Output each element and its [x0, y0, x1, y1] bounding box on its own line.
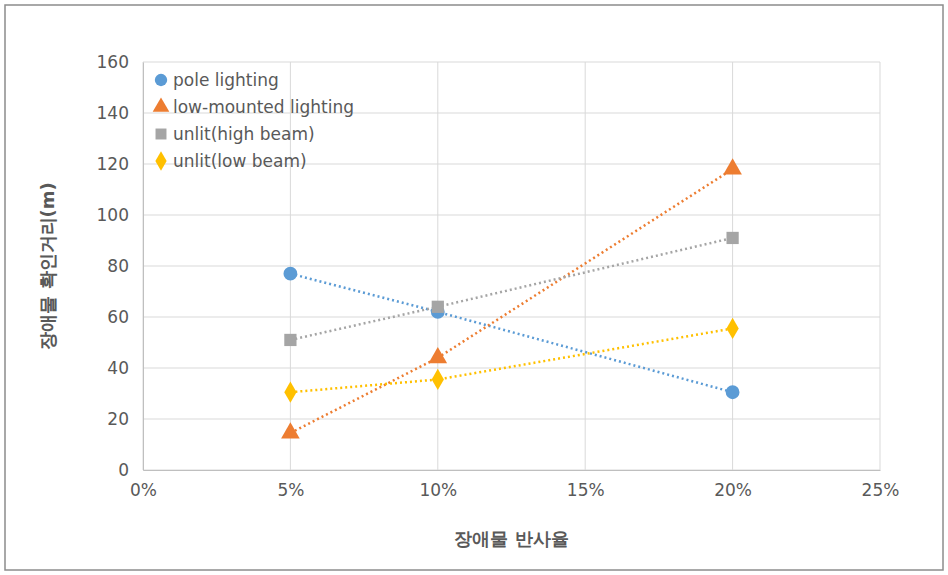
series-marker [723, 158, 742, 174]
grid-line [880, 62, 881, 470]
tick-label: 20 [107, 409, 129, 429]
tick-label: 5% [277, 480, 304, 500]
grid-line [143, 266, 880, 267]
grid-line [585, 62, 586, 470]
legend-label: pole lighting [173, 70, 279, 90]
tick: 120 [97, 154, 143, 174]
legend-label: unlit(low beam) [173, 151, 307, 171]
series-marker [726, 385, 740, 399]
tick-label: 0 [118, 460, 129, 480]
tick: 60 [107, 307, 143, 327]
series-line [290, 328, 732, 392]
grid-line [143, 368, 880, 369]
series-marker [432, 301, 444, 313]
series-line [290, 274, 732, 393]
plot: 0 20 40 60 80 100 120 140 160 0% 5% 10% 15% 20% 25% [97, 52, 900, 500]
tick-label: 60 [107, 307, 129, 327]
tick: 25% [862, 470, 900, 500]
grid [143, 62, 880, 470]
tick: 20% [714, 470, 752, 500]
tick: 5% [277, 470, 304, 500]
chart-frame [5, 5, 943, 570]
tick-label: 20% [714, 480, 752, 500]
legend-label: unlit(high beam) [173, 124, 315, 144]
legend-label: low-mounted lighting [173, 97, 354, 117]
tick: 140 [97, 103, 143, 123]
grid-line [143, 62, 880, 63]
series-marker [283, 267, 297, 281]
series-group [281, 158, 742, 438]
series-line [290, 169, 732, 433]
tick: 100 [97, 205, 143, 225]
tick-label: 80 [107, 256, 129, 276]
grid-line [143, 470, 880, 471]
tick-label: 10% [419, 480, 457, 500]
series-marker [432, 369, 444, 390]
legend-marker [155, 74, 167, 86]
series-marker [726, 318, 738, 339]
tick: 40 [107, 358, 143, 378]
tick-label: 120 [97, 154, 129, 174]
x-axis-title: 장애물 반사율 [454, 528, 568, 549]
series-marker [428, 347, 447, 363]
grid-line [437, 62, 438, 470]
tick: 0% [130, 470, 157, 500]
tick-label: 0% [130, 480, 157, 500]
grid-line [732, 62, 733, 470]
chart: 0 20 40 60 80 100 120 140 160 0% 5% 10% 15% 20% 25% 장애물… [0, 0, 948, 575]
tick: 20 [107, 409, 143, 429]
tick-label: 100 [97, 205, 129, 225]
grid-line [143, 215, 880, 216]
legend-marker [153, 97, 170, 111]
axis-line [144, 470, 881, 471]
tick-label: 15% [567, 480, 605, 500]
series-marker [284, 382, 296, 403]
tick: 10% [419, 470, 457, 500]
grid-line [143, 62, 144, 470]
series-marker [726, 232, 738, 244]
legend: pole lighting low-mounted lighting unlit(h… [153, 70, 354, 171]
y-axis-title: 장애물 확인거리(m) [37, 182, 58, 349]
grid-line [143, 317, 880, 318]
series-marker [284, 334, 296, 346]
legend-marker [156, 129, 167, 140]
tick: 160 [97, 52, 143, 72]
series-line [290, 238, 732, 340]
tick: 80 [107, 256, 143, 276]
series-marker [281, 422, 300, 438]
tick-label: 25% [862, 480, 900, 500]
axis-line [143, 63, 144, 471]
tick-label: 40 [107, 358, 129, 378]
x-axis: 0% 5% 10% 15% 20% 25% [130, 470, 899, 500]
tick: 0 [118, 460, 143, 480]
tick-label: 140 [97, 103, 129, 123]
tick: 15% [567, 470, 605, 500]
y-axis: 0 20 40 60 80 100 120 140 160 [97, 52, 144, 480]
grid-line [143, 419, 880, 420]
legend-marker [155, 151, 166, 171]
tick-label: 160 [97, 52, 129, 72]
